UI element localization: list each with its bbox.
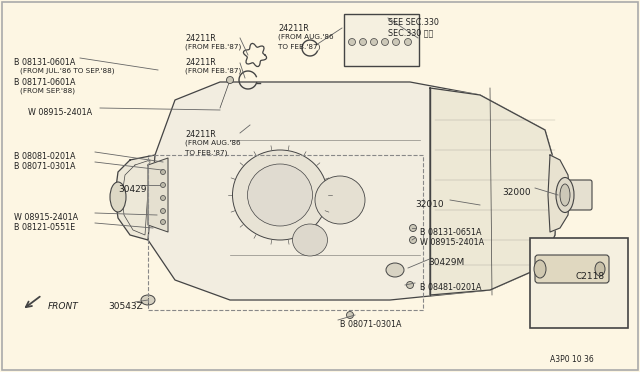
Ellipse shape <box>392 38 399 45</box>
Text: 30429: 30429 <box>118 185 147 194</box>
Ellipse shape <box>110 182 126 212</box>
Ellipse shape <box>141 295 155 305</box>
Polygon shape <box>430 88 558 295</box>
Ellipse shape <box>161 183 166 187</box>
Ellipse shape <box>248 164 312 226</box>
Text: 32000: 32000 <box>502 188 531 197</box>
Ellipse shape <box>371 38 378 45</box>
Text: W 08915-2401A: W 08915-2401A <box>28 108 92 117</box>
Text: C2118: C2118 <box>576 272 605 281</box>
FancyBboxPatch shape <box>535 255 609 283</box>
Ellipse shape <box>232 150 328 240</box>
Ellipse shape <box>161 208 166 214</box>
Bar <box>148 155 423 310</box>
Bar <box>344 14 419 66</box>
Text: 24211R: 24211R <box>185 34 216 43</box>
FancyBboxPatch shape <box>568 180 592 210</box>
Text: (FROM AUG.'86: (FROM AUG.'86 <box>185 140 241 147</box>
Ellipse shape <box>315 176 365 224</box>
Text: B 08071-0301A: B 08071-0301A <box>340 320 401 329</box>
Ellipse shape <box>161 196 166 201</box>
Polygon shape <box>115 155 155 240</box>
Text: (FROM JUL.'86 TO SEP.'88): (FROM JUL.'86 TO SEP.'88) <box>20 68 115 74</box>
Text: B 08071-0301A: B 08071-0301A <box>14 162 76 171</box>
Ellipse shape <box>292 224 328 256</box>
Text: B 08131-0651A: B 08131-0651A <box>420 228 481 237</box>
Text: A3P0 10 36: A3P0 10 36 <box>550 355 594 364</box>
Text: SEE SEC.330: SEE SEC.330 <box>388 18 439 27</box>
Ellipse shape <box>406 282 413 289</box>
Ellipse shape <box>410 237 417 244</box>
Ellipse shape <box>349 38 355 45</box>
Ellipse shape <box>560 184 570 206</box>
Text: 24211R: 24211R <box>278 24 308 33</box>
Text: TO FEB.'87): TO FEB.'87) <box>185 150 227 157</box>
Text: (FROM FEB.'87): (FROM FEB.'87) <box>185 68 241 74</box>
Text: SEC.330 参照: SEC.330 参照 <box>388 28 433 37</box>
Text: (FROM FEB.'87): (FROM FEB.'87) <box>185 44 241 51</box>
Ellipse shape <box>556 177 574 212</box>
Text: 30543Z: 30543Z <box>108 302 143 311</box>
Ellipse shape <box>595 262 605 276</box>
Ellipse shape <box>227 77 234 83</box>
Text: 24211R: 24211R <box>185 58 216 67</box>
Text: 32010: 32010 <box>415 200 444 209</box>
Text: 24211R: 24211R <box>185 130 216 139</box>
Text: B 08171-0601A: B 08171-0601A <box>14 78 76 87</box>
Text: B 08121-0551E: B 08121-0551E <box>14 223 76 232</box>
Text: B 08081-0201A: B 08081-0201A <box>14 152 76 161</box>
Ellipse shape <box>534 260 546 278</box>
Text: 30429M: 30429M <box>428 258 464 267</box>
Text: FRONT: FRONT <box>48 302 79 311</box>
Polygon shape <box>145 82 558 300</box>
Polygon shape <box>548 155 570 232</box>
Ellipse shape <box>404 38 412 45</box>
Text: (FROM SEP.'88): (FROM SEP.'88) <box>20 88 75 94</box>
Ellipse shape <box>346 311 353 318</box>
Text: W 08915-2401A: W 08915-2401A <box>420 238 484 247</box>
Ellipse shape <box>410 224 417 231</box>
Ellipse shape <box>381 38 388 45</box>
Ellipse shape <box>386 263 404 277</box>
Text: B 08481-0201A: B 08481-0201A <box>420 283 481 292</box>
Ellipse shape <box>161 170 166 174</box>
Text: TO FEB.'87): TO FEB.'87) <box>278 44 321 51</box>
Text: W 08915-2401A: W 08915-2401A <box>14 213 78 222</box>
Ellipse shape <box>161 219 166 224</box>
Ellipse shape <box>360 38 367 45</box>
Text: (FROM AUG.'86: (FROM AUG.'86 <box>278 34 333 41</box>
Bar <box>530 238 628 328</box>
Polygon shape <box>148 158 168 232</box>
Text: B 08131-0601A: B 08131-0601A <box>14 58 76 67</box>
